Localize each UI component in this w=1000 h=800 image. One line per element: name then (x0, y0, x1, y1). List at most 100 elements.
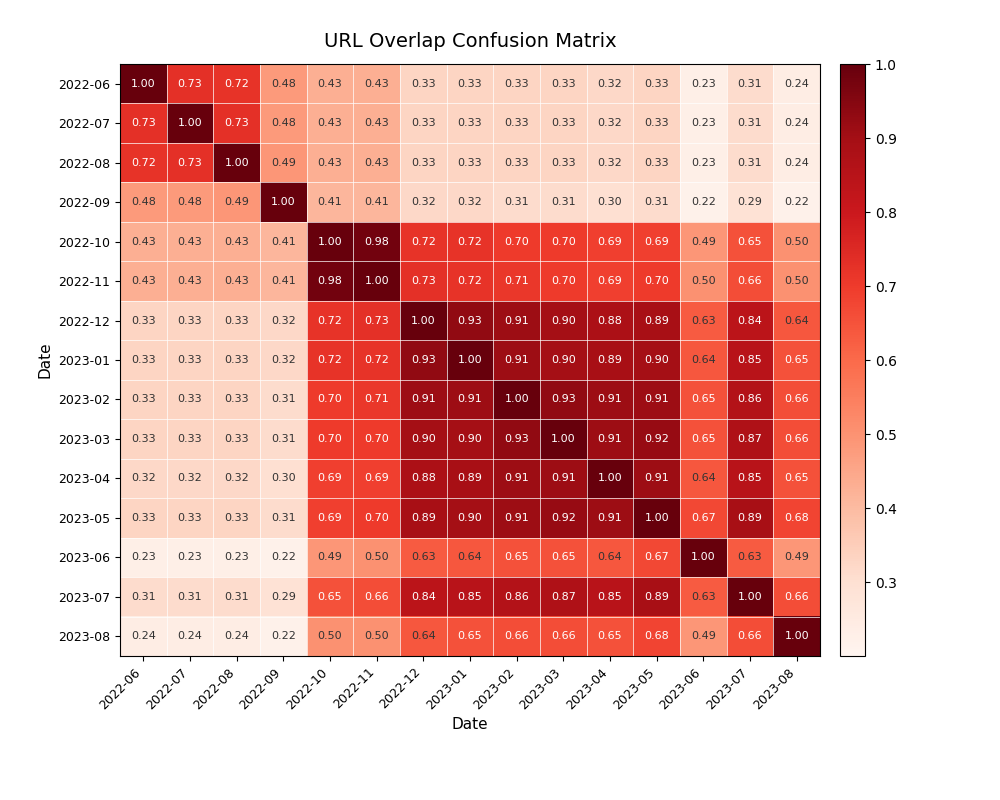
Text: 0.90: 0.90 (551, 315, 576, 326)
Text: 0.65: 0.65 (691, 434, 716, 444)
Text: 0.66: 0.66 (784, 434, 809, 444)
Text: 0.90: 0.90 (644, 355, 669, 365)
Text: 0.43: 0.43 (224, 276, 249, 286)
Text: 0.66: 0.66 (551, 631, 576, 642)
Text: 1.00: 1.00 (784, 631, 809, 642)
Text: 0.43: 0.43 (131, 276, 156, 286)
Text: 0.23: 0.23 (178, 552, 202, 562)
Text: 0.86: 0.86 (738, 394, 762, 405)
Text: 0.72: 0.72 (224, 78, 249, 89)
Text: 0.71: 0.71 (364, 394, 389, 405)
Text: 0.22: 0.22 (271, 631, 296, 642)
Text: 0.85: 0.85 (458, 592, 482, 602)
Text: 0.22: 0.22 (691, 197, 716, 207)
Text: 0.50: 0.50 (784, 276, 809, 286)
Text: 0.24: 0.24 (178, 631, 202, 642)
Text: 1.00: 1.00 (691, 552, 716, 562)
Text: 0.43: 0.43 (364, 78, 389, 89)
Text: 0.64: 0.64 (691, 474, 716, 483)
Text: 0.33: 0.33 (224, 434, 249, 444)
Text: 0.49: 0.49 (784, 552, 809, 562)
Text: 0.70: 0.70 (318, 434, 342, 444)
Text: 0.41: 0.41 (318, 197, 342, 207)
Text: 0.32: 0.32 (411, 197, 436, 207)
Text: 0.33: 0.33 (131, 513, 156, 523)
Text: 0.32: 0.32 (131, 474, 156, 483)
Title: URL Overlap Confusion Matrix: URL Overlap Confusion Matrix (324, 32, 616, 51)
Text: 0.73: 0.73 (131, 118, 156, 128)
Text: 0.50: 0.50 (691, 276, 716, 286)
Text: 0.33: 0.33 (551, 118, 576, 128)
Text: 0.66: 0.66 (364, 592, 389, 602)
Text: 0.33: 0.33 (644, 78, 669, 89)
Text: 0.32: 0.32 (598, 78, 622, 89)
Y-axis label: Date: Date (38, 342, 53, 378)
Text: 0.33: 0.33 (131, 434, 156, 444)
Text: 0.33: 0.33 (644, 118, 669, 128)
Text: 0.70: 0.70 (551, 237, 576, 246)
Text: 0.24: 0.24 (224, 631, 249, 642)
Text: 0.72: 0.72 (364, 355, 389, 365)
Text: 0.68: 0.68 (644, 631, 669, 642)
Text: 0.90: 0.90 (458, 434, 482, 444)
X-axis label: Date: Date (452, 718, 488, 732)
Text: 0.93: 0.93 (458, 315, 482, 326)
Text: 0.89: 0.89 (411, 513, 436, 523)
Text: 0.66: 0.66 (784, 592, 809, 602)
Text: 0.33: 0.33 (411, 118, 436, 128)
Text: 0.43: 0.43 (178, 276, 202, 286)
Text: 0.98: 0.98 (364, 237, 389, 246)
Text: 0.32: 0.32 (271, 355, 296, 365)
Text: 0.91: 0.91 (598, 394, 622, 405)
Text: 1.00: 1.00 (644, 513, 669, 523)
Text: 0.72: 0.72 (458, 237, 482, 246)
Text: 0.69: 0.69 (598, 276, 622, 286)
Text: 0.64: 0.64 (784, 315, 809, 326)
Text: 0.66: 0.66 (784, 394, 809, 405)
Text: 1.00: 1.00 (458, 355, 482, 365)
Text: 0.90: 0.90 (411, 434, 436, 444)
Text: 0.49: 0.49 (271, 158, 296, 168)
Text: 0.31: 0.31 (738, 78, 762, 89)
Text: 0.67: 0.67 (644, 552, 669, 562)
Text: 1.00: 1.00 (598, 474, 622, 483)
Text: 0.49: 0.49 (691, 631, 716, 642)
Text: 0.49: 0.49 (691, 237, 716, 246)
Text: 0.48: 0.48 (178, 197, 202, 207)
Text: 0.43: 0.43 (318, 158, 342, 168)
Text: 0.23: 0.23 (691, 158, 716, 168)
Text: 0.33: 0.33 (504, 158, 529, 168)
Text: 0.85: 0.85 (598, 592, 622, 602)
Text: 0.63: 0.63 (738, 552, 762, 562)
Text: 0.91: 0.91 (504, 513, 529, 523)
Text: 0.32: 0.32 (178, 474, 202, 483)
Text: 0.32: 0.32 (598, 158, 622, 168)
Text: 0.85: 0.85 (738, 355, 762, 365)
Text: 1.00: 1.00 (411, 315, 436, 326)
Text: 0.33: 0.33 (178, 513, 202, 523)
Text: 0.70: 0.70 (364, 434, 389, 444)
Text: 0.91: 0.91 (598, 513, 622, 523)
Text: 0.43: 0.43 (364, 158, 389, 168)
Text: 0.32: 0.32 (458, 197, 482, 207)
Text: 0.84: 0.84 (411, 592, 436, 602)
Text: 0.33: 0.33 (504, 78, 529, 89)
Text: 0.64: 0.64 (598, 552, 622, 562)
Text: 0.65: 0.65 (691, 394, 716, 405)
Text: 0.32: 0.32 (224, 474, 249, 483)
Text: 0.41: 0.41 (271, 276, 296, 286)
Text: 0.33: 0.33 (458, 118, 482, 128)
Text: 0.33: 0.33 (504, 118, 529, 128)
Text: 0.49: 0.49 (224, 197, 249, 207)
Text: 0.23: 0.23 (691, 78, 716, 89)
Text: 0.33: 0.33 (458, 78, 482, 89)
Text: 0.33: 0.33 (131, 394, 156, 405)
Text: 0.66: 0.66 (738, 276, 762, 286)
Text: 0.65: 0.65 (784, 355, 809, 365)
Text: 0.31: 0.31 (738, 118, 762, 128)
Text: 0.67: 0.67 (691, 513, 716, 523)
Text: 0.23: 0.23 (131, 552, 156, 562)
Text: 0.91: 0.91 (644, 394, 669, 405)
Text: 0.91: 0.91 (504, 315, 529, 326)
Text: 0.90: 0.90 (551, 355, 576, 365)
